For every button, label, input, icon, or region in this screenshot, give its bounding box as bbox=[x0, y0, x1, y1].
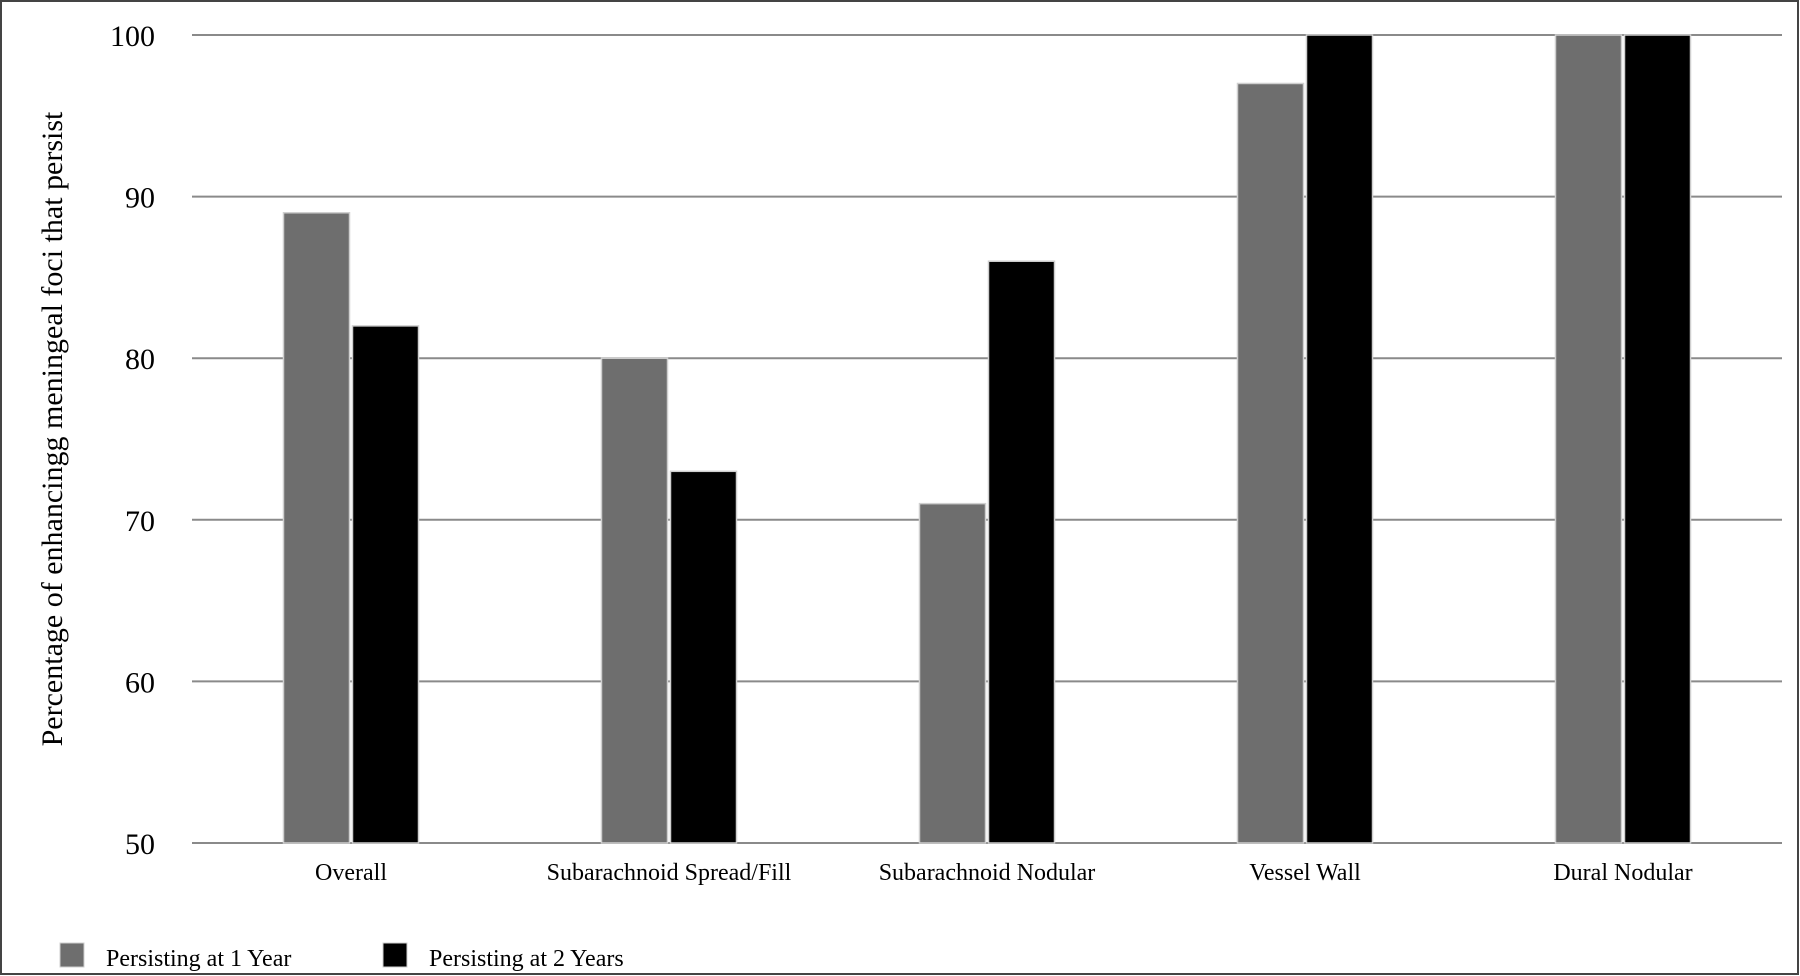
bar-persisting-1-year bbox=[600, 357, 669, 844]
bar-persisting-2-years bbox=[1305, 34, 1374, 844]
legend-swatch bbox=[382, 942, 408, 968]
bar-persisting-2-years bbox=[669, 470, 738, 844]
bar-persisting-2-years bbox=[987, 260, 1056, 844]
y-tick-labels: 50 60 70 80 90 100 bbox=[110, 20, 155, 861]
y-tick-label: 100 bbox=[110, 20, 155, 53]
legend: Persisting at 1 Year Persisting at 2 Year… bbox=[59, 942, 624, 972]
legend-label: Persisting at 1 Year bbox=[106, 946, 291, 972]
y-tick-label: 50 bbox=[125, 828, 155, 861]
y-axis-title: Percentage of enhancingg meningeal foci … bbox=[36, 111, 69, 746]
legend-label: Persisting at 2 Years bbox=[429, 946, 624, 972]
x-category-label: Subarachnoid Nodular bbox=[879, 860, 1096, 886]
y-tick-label: 60 bbox=[125, 666, 155, 699]
y-tick-label: 90 bbox=[125, 182, 155, 215]
x-category-label: Dural Nodular bbox=[1553, 860, 1692, 886]
x-category-label: Subarachnoid Spread/Fill bbox=[547, 860, 792, 886]
bar-persisting-1-year bbox=[918, 502, 987, 844]
x-category-label: Overall bbox=[315, 860, 387, 886]
bar-persisting-2-years bbox=[351, 325, 420, 844]
bar-persisting-2-years bbox=[1623, 34, 1692, 844]
bar-persisting-1-year bbox=[282, 212, 351, 844]
x-category-labels: Overall Subarachnoid Spread/Fill Subarachn… bbox=[315, 860, 1693, 886]
legend-swatch bbox=[59, 942, 85, 968]
bar-persisting-1-year bbox=[1554, 34, 1623, 844]
bars bbox=[282, 34, 1692, 844]
x-category-label: Vessel Wall bbox=[1249, 860, 1361, 886]
gridlines bbox=[192, 34, 1782, 844]
bar-persisting-1-year bbox=[1236, 82, 1305, 844]
y-tick-label: 80 bbox=[125, 343, 155, 376]
y-tick-label: 70 bbox=[125, 505, 155, 538]
